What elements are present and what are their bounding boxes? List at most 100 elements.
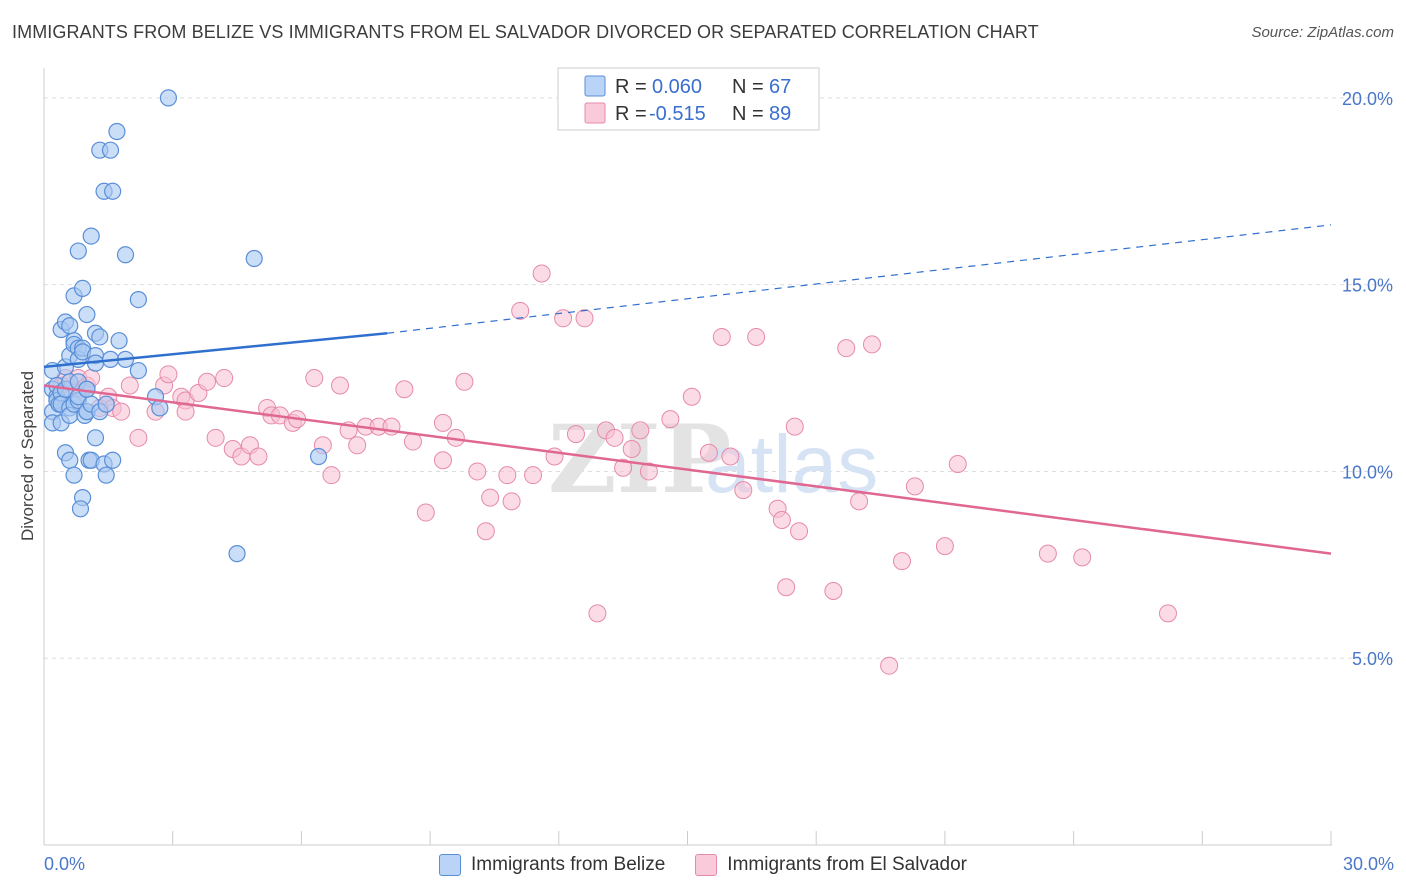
point-belize	[129, 361, 147, 380]
point-belize	[74, 279, 92, 297]
point-el-salvador	[524, 466, 543, 485]
point-el-salvador	[416, 503, 435, 522]
point-el-salvador	[305, 369, 324, 388]
legend-label-salvador: Immigrants from El Salvador	[727, 854, 967, 875]
legend-r-key-belize: R =	[615, 76, 647, 98]
point-el-salvador	[566, 425, 585, 444]
point-el-salvador	[249, 447, 268, 466]
legend-n-key-belize: N =	[732, 76, 764, 98]
point-el-salvador	[348, 436, 367, 455]
point-belize	[97, 395, 115, 413]
point-el-salvador	[502, 492, 521, 511]
point-el-salvador	[433, 451, 452, 470]
point-el-salvador	[837, 339, 856, 358]
point-el-salvador	[893, 552, 911, 571]
point-belize	[61, 451, 79, 469]
legend-label-belize: Immigrants from Belize	[471, 854, 666, 875]
point-el-salvador	[1073, 548, 1092, 567]
point-el-salvador	[785, 417, 804, 436]
trend-lines	[43, 224, 1332, 555]
point-el-salvador	[1158, 604, 1177, 623]
point-belize	[65, 466, 83, 484]
point-el-salvador	[120, 376, 139, 395]
y-tick-label: 15.0%	[1342, 276, 1393, 296]
stats-legend: R = 0.060 N = 67 R = -0.515 N = 89	[557, 67, 820, 131]
point-el-salvador	[322, 466, 341, 485]
point-el-salvador	[532, 264, 551, 283]
y-tick-label: 5.0%	[1352, 649, 1393, 669]
point-el-salvador	[588, 604, 607, 623]
point-el-salvador	[631, 421, 650, 440]
point-el-salvador	[481, 488, 500, 507]
data-points	[43, 89, 1177, 675]
point-el-salvador	[772, 511, 791, 530]
point-el-salvador	[734, 481, 753, 500]
point-belize	[116, 246, 135, 264]
point-belize	[129, 291, 147, 309]
point-belize	[86, 429, 105, 447]
point-el-salvador	[661, 410, 680, 429]
grid-lines	[44, 97, 1391, 659]
trend-line-belize-extension	[387, 224, 1332, 334]
point-el-salvador	[682, 387, 701, 406]
point-el-salvador	[850, 492, 869, 511]
point-el-salvador	[198, 372, 217, 391]
chart-title: IMMIGRANTS FROM BELIZE VS IMMIGRANTS FRO…	[12, 22, 1039, 42]
point-el-salvador	[639, 462, 658, 481]
point-el-salvador	[1038, 544, 1057, 563]
point-el-salvador	[880, 656, 899, 675]
y-axis-label: Divorced or Separated	[18, 371, 37, 541]
trend-line-el-salvador	[43, 384, 1332, 555]
legend-item-salvador: Immigrants from El Salvador	[695, 854, 967, 876]
y-tick-label: 10.0%	[1342, 462, 1393, 482]
point-el-salvador	[215, 369, 234, 388]
point-belize	[104, 451, 122, 469]
point-el-salvador	[468, 462, 487, 481]
point-el-salvador	[622, 440, 641, 459]
point-el-salvador	[498, 466, 517, 485]
legend-n-value-belize: 67	[769, 76, 791, 98]
point-el-salvador	[476, 522, 495, 541]
point-el-salvador	[575, 309, 594, 328]
point-belize	[91, 328, 109, 346]
legend-swatch-belize	[584, 75, 606, 97]
legend-item-belize: Immigrants from Belize	[439, 854, 665, 876]
point-el-salvador	[206, 428, 225, 447]
point-belize	[101, 141, 120, 159]
point-el-salvador	[433, 413, 452, 432]
point-el-salvador	[614, 458, 633, 477]
point-el-salvador	[721, 447, 740, 466]
point-el-salvador	[790, 522, 809, 541]
legend-r-key-salvador: R =	[615, 103, 647, 125]
point-belize	[159, 89, 178, 107]
legend-swatch-belize-bottom	[439, 854, 462, 876]
x-ticks	[172, 831, 1332, 845]
legend-n-key-salvador: N =	[732, 103, 764, 125]
trend-line-belize	[43, 331, 388, 369]
point-belize	[110, 332, 128, 350]
point-belize	[228, 545, 246, 563]
point-belize	[104, 182, 122, 200]
point-el-salvador	[905, 477, 924, 496]
point-belize	[71, 500, 90, 518]
y-tick-labels: 5.0% 10.0% 15.0% 20.0%	[1342, 89, 1393, 669]
point-belize	[61, 317, 79, 335]
point-el-salvador	[159, 365, 178, 384]
point-el-salvador	[112, 402, 131, 421]
point-el-salvador	[747, 327, 766, 346]
x-tick-label-min: 0.0%	[44, 854, 85, 874]
point-el-salvador	[862, 335, 881, 354]
point-belize	[309, 447, 328, 466]
legend-n-value-salvador: 89	[769, 103, 791, 125]
point-el-salvador	[777, 578, 796, 597]
point-belize	[82, 227, 100, 245]
point-el-salvador	[712, 327, 731, 346]
point-belize	[69, 242, 87, 260]
point-el-salvador	[129, 428, 148, 447]
point-el-salvador	[699, 443, 718, 462]
point-el-salvador	[455, 372, 474, 391]
point-el-salvador	[395, 380, 414, 399]
point-belize	[108, 122, 126, 141]
series-legend: Immigrants from Belize Immigrants from E…	[0, 851, 1406, 879]
